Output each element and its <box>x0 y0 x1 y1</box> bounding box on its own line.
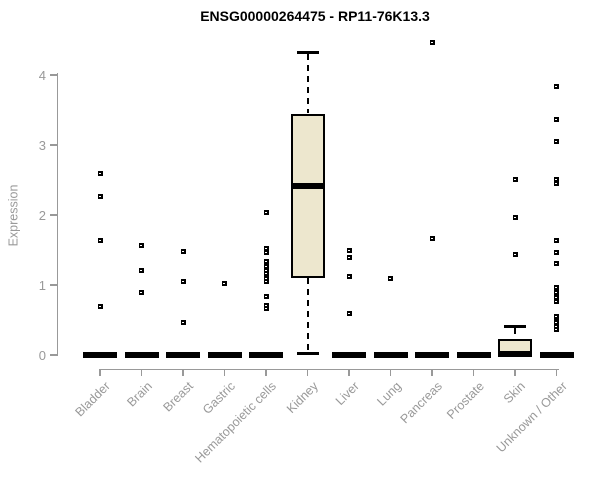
outlier-point-hematopoietic-cells <box>263 306 269 312</box>
chart-title: ENSG00000264475 - RP11-76K13.3 <box>200 8 430 24</box>
y-axis-line <box>56 73 58 356</box>
x-axis-tick <box>306 370 309 376</box>
x-axis-tick <box>182 370 184 376</box>
x-axis-tick <box>431 370 433 376</box>
outlier-point-liver <box>346 310 352 316</box>
outlier-point-unknown-other <box>554 299 559 305</box>
y-tick-label: 1 <box>38 277 46 293</box>
outlier-point-pancreas <box>429 39 435 45</box>
outlier-point-hematopoietic-cells <box>263 271 269 277</box>
outlier-point-breast <box>180 319 186 325</box>
outlier-point-unknown-other <box>554 139 559 144</box>
outlier-point-unknown-other <box>554 116 559 122</box>
outlier-point-unknown-other <box>554 317 559 323</box>
flat-box-unknown-other <box>539 352 574 358</box>
flat-box-brain <box>124 352 159 358</box>
outlier-point-bladder <box>97 237 103 243</box>
outlier-point-unknown-other <box>554 289 559 295</box>
outlier-point-unknown-other <box>554 295 559 301</box>
outlier-point-hematopoietic-cells <box>263 294 269 300</box>
outlier-point-brain <box>139 290 144 296</box>
outlier-point-liver <box>346 254 352 260</box>
flat-box-pancreas <box>415 352 449 358</box>
outlier-point-brain <box>139 243 144 249</box>
outlier-point-hematopoietic-cells <box>263 250 269 256</box>
box-kidney <box>290 113 325 278</box>
outlier-point-breast <box>180 279 186 284</box>
y-axis-tick <box>49 214 57 216</box>
whisker-cap-kidney <box>296 51 319 55</box>
x-axis-tick <box>348 370 350 376</box>
median-line-kidney <box>290 182 325 189</box>
flat-box-gastric <box>207 352 242 358</box>
flat-box-breast <box>166 352 200 358</box>
x-axis-tick <box>265 370 267 376</box>
y-tick-label: 0 <box>38 347 46 363</box>
whisker-kidney <box>306 278 309 353</box>
flat-box-hematopoietic-cells <box>249 352 283 358</box>
outlier-point-unknown-other <box>554 320 559 326</box>
outlier-point-unknown-other <box>554 323 559 329</box>
outlier-point-bladder <box>97 304 103 310</box>
outlier-point-gastric <box>222 281 227 287</box>
x-axis-tick <box>389 370 392 376</box>
y-axis-tick <box>49 144 57 146</box>
flat-box-lung <box>373 352 408 358</box>
outlier-point-lung <box>388 275 393 281</box>
outlier-point-skin <box>512 176 518 182</box>
outlier-point-unknown-other <box>554 181 559 186</box>
outlier-point-unknown-other <box>554 238 559 244</box>
flat-box-prostate <box>456 352 491 358</box>
y-axis-tick <box>49 354 57 356</box>
outlier-point-liver <box>346 274 352 280</box>
y-tick-label: 3 <box>38 137 46 153</box>
x-axis-tick <box>514 370 516 376</box>
outlier-point-unknown-other <box>554 260 559 266</box>
outlier-point-hematopoietic-cells <box>263 275 269 281</box>
y-axis-tick <box>49 284 57 286</box>
outlier-point-unknown-other <box>554 250 559 256</box>
outlier-point-bladder <box>97 194 103 200</box>
outlier-point-bladder <box>97 170 103 176</box>
flat-box-liver <box>332 352 366 358</box>
outlier-point-skin <box>512 252 518 258</box>
x-axis-tick <box>99 370 101 376</box>
outlier-point-brain <box>139 267 144 273</box>
flat-box-bladder <box>83 352 117 358</box>
x-axis-tick <box>140 370 143 376</box>
outlier-point-hematopoietic-cells <box>263 263 269 269</box>
outlier-point-hematopoietic-cells <box>263 246 269 252</box>
x-axis-line <box>98 368 559 370</box>
outlier-point-unknown-other <box>554 314 559 319</box>
outlier-point-hematopoietic-cells <box>263 302 269 308</box>
outlier-point-pancreas <box>429 235 435 241</box>
whisker-cap-skin <box>504 324 526 328</box>
outlier-point-hematopoietic-cells <box>263 259 269 265</box>
outlier-point-hematopoietic-cells <box>263 267 269 273</box>
y-axis-tick <box>49 74 57 76</box>
whisker-cap-kidney <box>296 352 319 356</box>
outlier-point-liver <box>346 247 352 253</box>
whisker-kidney <box>306 54 309 114</box>
outlier-point-unknown-other <box>554 176 559 182</box>
outlier-point-hematopoietic-cells <box>263 279 269 284</box>
outlier-point-unknown-other <box>554 327 559 333</box>
outlier-point-hematopoietic-cells <box>263 210 269 216</box>
outlier-point-breast <box>180 248 186 254</box>
x-axis-tick <box>472 370 475 376</box>
y-tick-label: 2 <box>38 207 46 223</box>
whisker-skin <box>514 327 516 339</box>
outlier-point-unknown-other <box>554 83 559 89</box>
x-axis-tick <box>555 370 558 376</box>
y-tick-label: 4 <box>38 67 46 83</box>
outlier-point-unknown-other <box>554 285 559 291</box>
median-line-skin <box>498 350 532 357</box>
outlier-point-skin <box>512 215 518 221</box>
x-axis-tick <box>223 370 226 376</box>
